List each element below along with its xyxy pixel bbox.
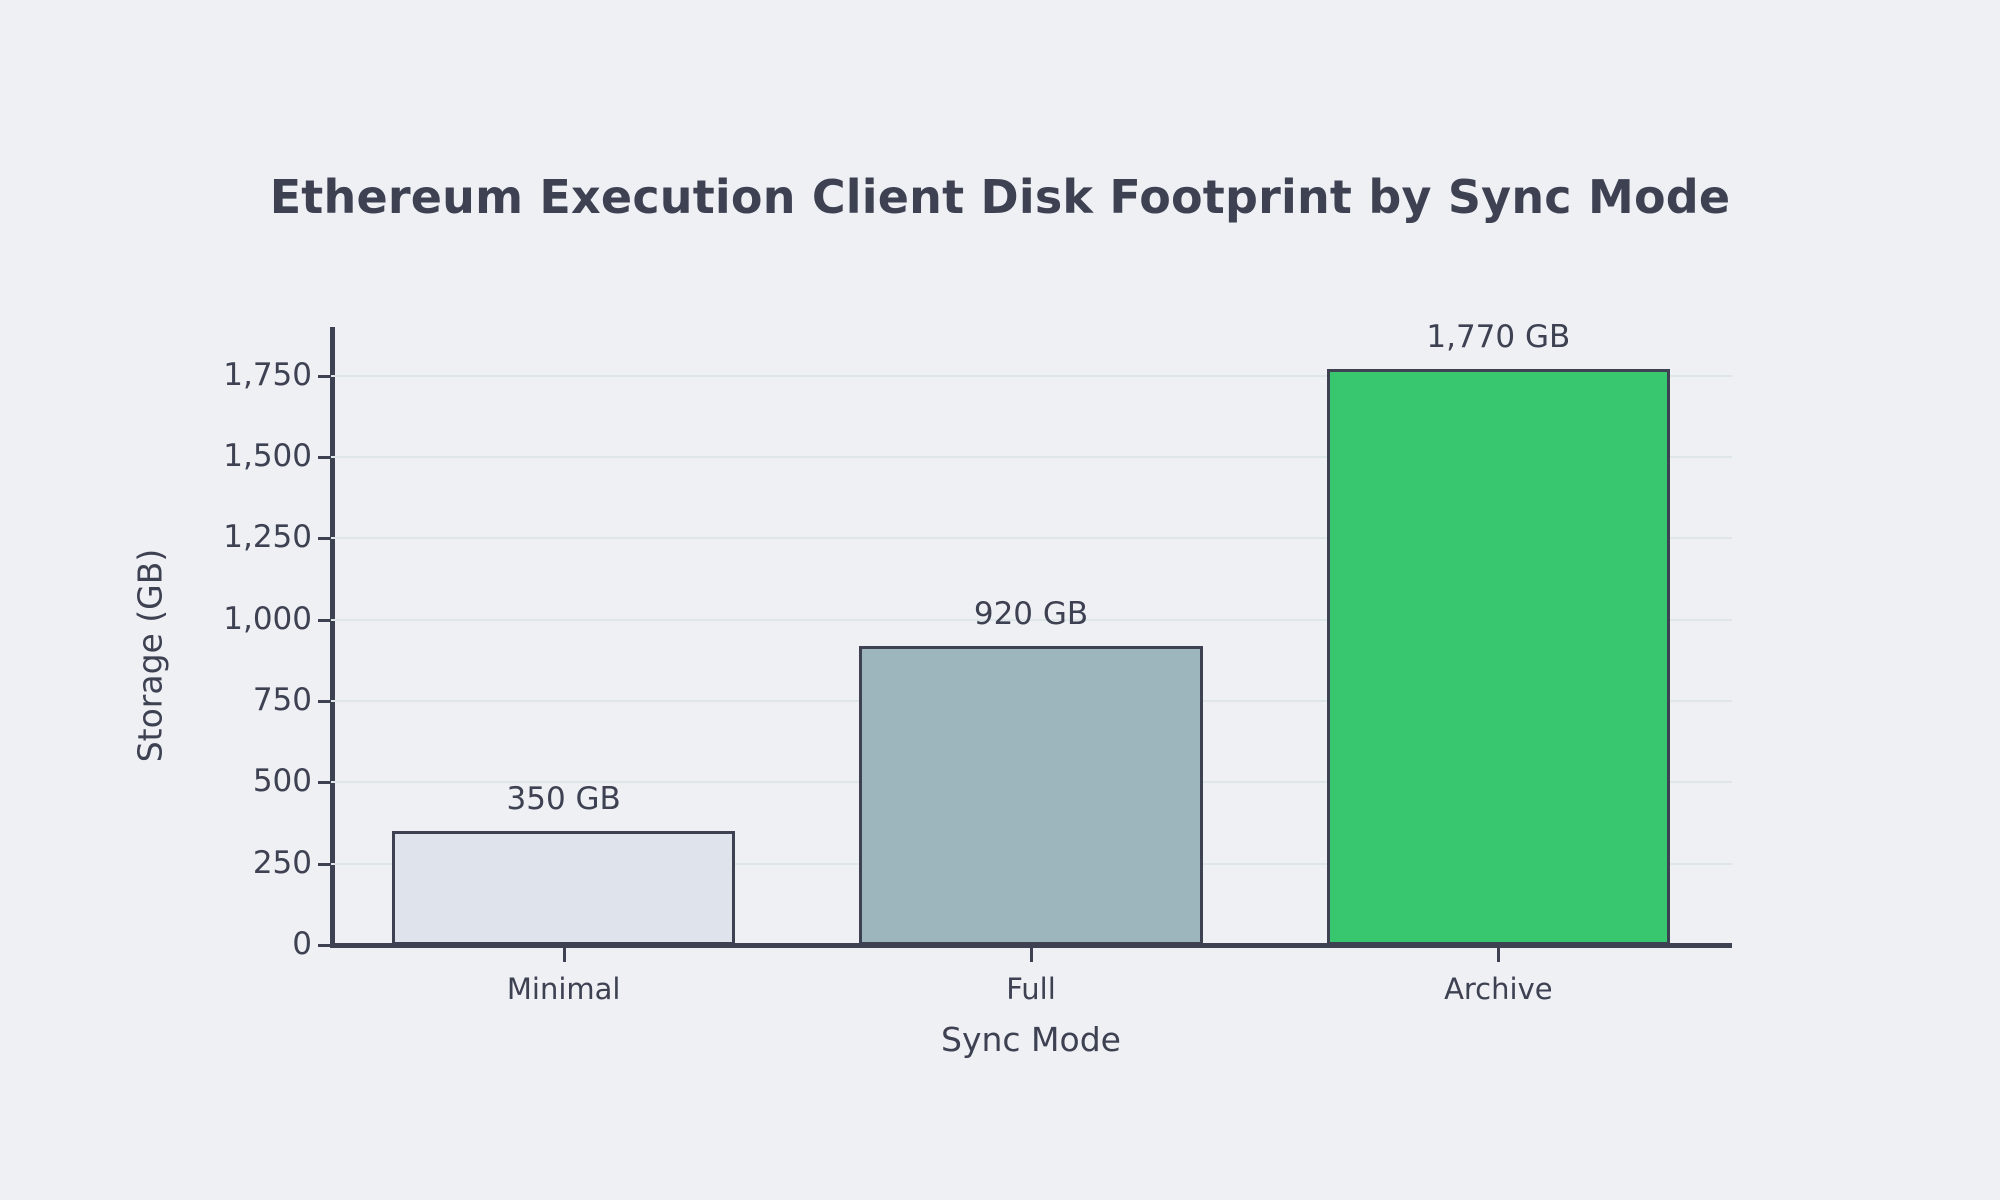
y-tick-label: 1,750 — [223, 356, 312, 393]
bar-archive[interactable] — [1326, 369, 1671, 945]
y-tick-label: 1,500 — [223, 438, 312, 475]
y-tick-label: 0 — [292, 926, 312, 962]
x-tick-label-minimal: Minimal — [506, 972, 621, 1006]
y-tick-mark — [318, 781, 331, 785]
x-axis-baseline — [330, 943, 1732, 948]
x-tick-mark — [1030, 948, 1033, 962]
bar-minimal[interactable] — [391, 831, 736, 945]
y-axis-spine — [330, 327, 335, 948]
y-tick-label: 250 — [252, 844, 312, 881]
y-tick-mark — [318, 944, 331, 947]
y-tick-mark — [318, 374, 331, 378]
bar-value-label-full: 920 GB — [973, 595, 1089, 632]
x-tick-label-full: Full — [1006, 972, 1056, 1006]
y-axis-title: Storage (GB) — [130, 548, 170, 763]
y-tick-label: 1,000 — [223, 600, 312, 637]
y-tick-mark — [318, 537, 331, 541]
gridline — [330, 456, 1732, 459]
y-tick-mark — [318, 700, 331, 704]
gridline — [330, 618, 1732, 621]
plot-area — [330, 327, 1732, 945]
y-tick-mark — [318, 456, 331, 460]
bar-value-label-archive: 1,770 GB — [1426, 319, 1571, 356]
y-tick-label: 500 — [252, 763, 312, 800]
x-tick-label-archive: Archive — [1444, 972, 1553, 1006]
x-tick-mark — [1497, 948, 1501, 962]
chart-title: Ethereum Execution Client Disk Footprint… — [269, 170, 1731, 224]
x-axis-title: Sync Mode — [941, 1020, 1121, 1059]
bar-full[interactable] — [859, 645, 1203, 945]
gridline — [330, 374, 1732, 377]
y-tick-label: 1,250 — [223, 519, 312, 556]
y-tick-mark — [318, 618, 331, 622]
y-tick-label: 750 — [252, 682, 312, 719]
bar-value-label-minimal: 350 GB — [506, 781, 621, 818]
gridline — [330, 537, 1732, 540]
x-tick-mark — [562, 948, 566, 962]
y-tick-mark — [318, 862, 331, 866]
